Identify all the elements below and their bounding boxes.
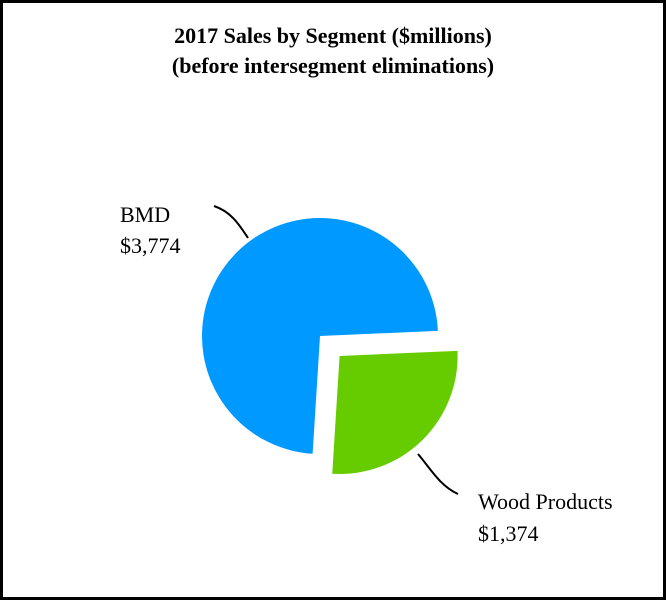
chart-title-block: 2017 Sales by Segment ($millions) (befor… [3,21,663,81]
slice-value-bmd: $3,774 [120,233,181,258]
slice-value-wood-products: $1,374 [478,521,539,546]
pie-slice-bmd [202,217,438,454]
pie-slice-wood-products [332,350,458,474]
slice-label-wood-products: Wood Products [478,489,613,514]
leader-line-wood-products [417,453,459,495]
chart-subtitle: (before intersegment eliminations) [171,53,495,78]
leader-line-bmd [213,205,249,239]
chart-title: 2017 Sales by Segment ($millions) [174,23,492,48]
slice-label-bmd: BMD [120,202,170,227]
